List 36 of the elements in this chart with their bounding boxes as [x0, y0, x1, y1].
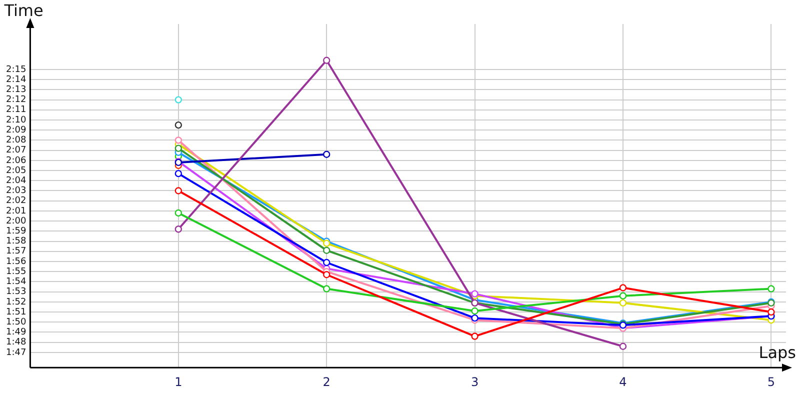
- y-tick-label: 2:09: [6, 125, 26, 136]
- y-tick-label: 2:05: [6, 166, 26, 176]
- y-tick-label: 2:03: [6, 186, 26, 196]
- y-tick-label: 1:49: [6, 328, 26, 338]
- y-tick-label: 2:01: [6, 206, 26, 216]
- y-tick-label: 1:47: [6, 348, 26, 358]
- y-tick-label: 1:48: [6, 338, 26, 348]
- y-tick-label: 2:00: [6, 216, 26, 226]
- y-tick-label: 2:15: [6, 64, 26, 75]
- y-tick-label: 1:56: [6, 256, 26, 267]
- y-tick-label: 1:52: [6, 297, 26, 308]
- y-tick-label: 2:10: [6, 115, 26, 126]
- y-tick-label: 2:12: [6, 95, 26, 106]
- y-tick-label: 1:57: [6, 246, 26, 257]
- x-tick-label: 5: [767, 374, 775, 389]
- y-tick-label: 1:58: [6, 236, 26, 247]
- y-tick-label: 2:06: [6, 156, 26, 166]
- y-tick-label: 1:53: [6, 287, 26, 298]
- y-tick-label: 1:59: [6, 226, 26, 237]
- y-tick-label: 1:55: [6, 266, 26, 277]
- x-axis-title: Laps: [758, 342, 796, 362]
- y-tick-label: 1:50: [6, 317, 26, 328]
- x-tick-label: 3: [470, 374, 479, 389]
- y-tick-label: 1:51: [6, 307, 26, 318]
- x-tick-label: 1: [174, 374, 182, 389]
- y-tick-label: 2:07: [6, 146, 26, 156]
- y-tick-label: 2:14: [6, 74, 26, 85]
- y-tick-label: 2:13: [6, 85, 26, 96]
- y-tick-label: 2:08: [6, 136, 26, 146]
- x-tick-label: 2: [322, 374, 330, 389]
- y-tick-label: 2:11: [6, 105, 26, 116]
- y-axis-title: Time: [3, 1, 44, 20]
- y-tick-label: 2:02: [6, 196, 26, 206]
- y-tick-label: 2:04: [6, 176, 26, 186]
- x-tick-label: 4: [619, 374, 627, 389]
- y-tick-label: 1:54: [6, 277, 26, 288]
